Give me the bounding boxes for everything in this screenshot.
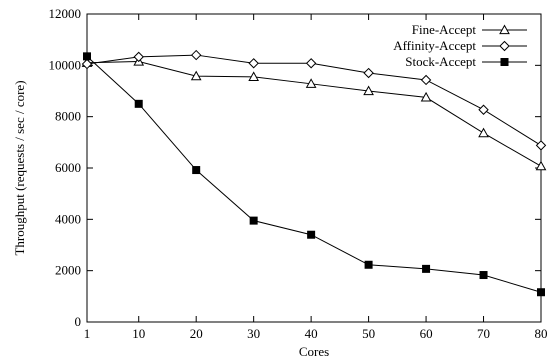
data-point-affinity-accept: [478, 104, 489, 115]
data-point-affinity-accept: [305, 58, 317, 69]
data-point-fine-accept: [420, 91, 432, 102]
legend-label: Affinity-Accept: [393, 38, 476, 53]
data-point-affinity-accept: [133, 51, 144, 63]
data-point-affinity-accept: [363, 67, 374, 79]
data-point-stock-accept: [479, 271, 488, 280]
data-point-fine-accept: [363, 85, 374, 96]
x-tick-label: 80: [535, 326, 548, 341]
legend-marker: [499, 40, 510, 52]
y-tick-label: 4000: [55, 211, 81, 226]
data-point-stock-accept: [364, 260, 373, 269]
data-point-affinity-accept: [248, 58, 259, 69]
data-point-affinity-accept: [535, 140, 547, 151]
y-axis-title: Throughput (requests / sec / core): [12, 80, 27, 255]
series-line-stock-accept: [86, 55, 542, 293]
data-point-fine-accept: [248, 71, 260, 81]
x-tick-label: 20: [190, 326, 203, 341]
x-axis-title: Cores: [299, 344, 329, 359]
x-tick-label: 50: [362, 326, 375, 341]
legend-item-fine-accept: Fine-Accept: [412, 22, 527, 37]
legend-marker: [500, 58, 509, 66]
legend-marker: [499, 24, 510, 35]
data-point-fine-accept: [190, 70, 202, 81]
y-axis-ticks: 0 2000 4000 6000 8000 10000 12000: [49, 6, 541, 329]
series-affinity-accept: [81, 49, 547, 151]
x-tick-label: 1: [84, 326, 91, 341]
data-point-stock-accept: [537, 288, 545, 297]
y-tick-label: 10000: [49, 57, 82, 72]
legend-item-stock-accept: Stock-Accept: [405, 54, 527, 69]
series-layer: [81, 49, 547, 297]
y-tick-label: 0: [75, 314, 82, 329]
data-point-stock-accept: [307, 230, 316, 239]
data-point-fine-accept: [478, 127, 489, 138]
legend-label: Fine-Accept: [412, 22, 477, 37]
x-axis-ticks: 1 10 20 30 40 50 60 70 80: [84, 14, 548, 341]
y-tick-label: 6000: [55, 160, 81, 175]
series-fine-accept: [81, 55, 547, 171]
data-point-stock-accept: [83, 52, 91, 61]
data-point-fine-accept: [305, 78, 317, 88]
y-tick-label: 8000: [55, 109, 81, 124]
data-point-affinity-accept: [190, 49, 202, 61]
legend-item-affinity-accept: Affinity-Accept: [393, 38, 527, 53]
legend-label: Stock-Accept: [405, 54, 476, 69]
y-tick-label: 2000: [55, 263, 81, 278]
x-tick-label: 60: [420, 326, 433, 341]
x-tick-label: 30: [247, 326, 260, 341]
data-point-affinity-accept: [420, 74, 432, 86]
data-point-stock-accept: [134, 99, 143, 108]
data-point-stock-accept: [422, 264, 431, 273]
series-line-fine-accept: [86, 60, 542, 167]
x-tick-label: 10: [132, 326, 145, 341]
data-point-affinity-accept: [81, 58, 93, 70]
x-tick-label: 40: [305, 326, 318, 341]
data-point-fine-accept: [535, 160, 547, 171]
series-stock-accept: [83, 52, 545, 297]
data-point-stock-accept: [192, 166, 201, 175]
x-tick-label: 70: [477, 326, 490, 341]
data-point-stock-accept: [249, 216, 258, 225]
y-tick-label: 12000: [49, 6, 82, 21]
